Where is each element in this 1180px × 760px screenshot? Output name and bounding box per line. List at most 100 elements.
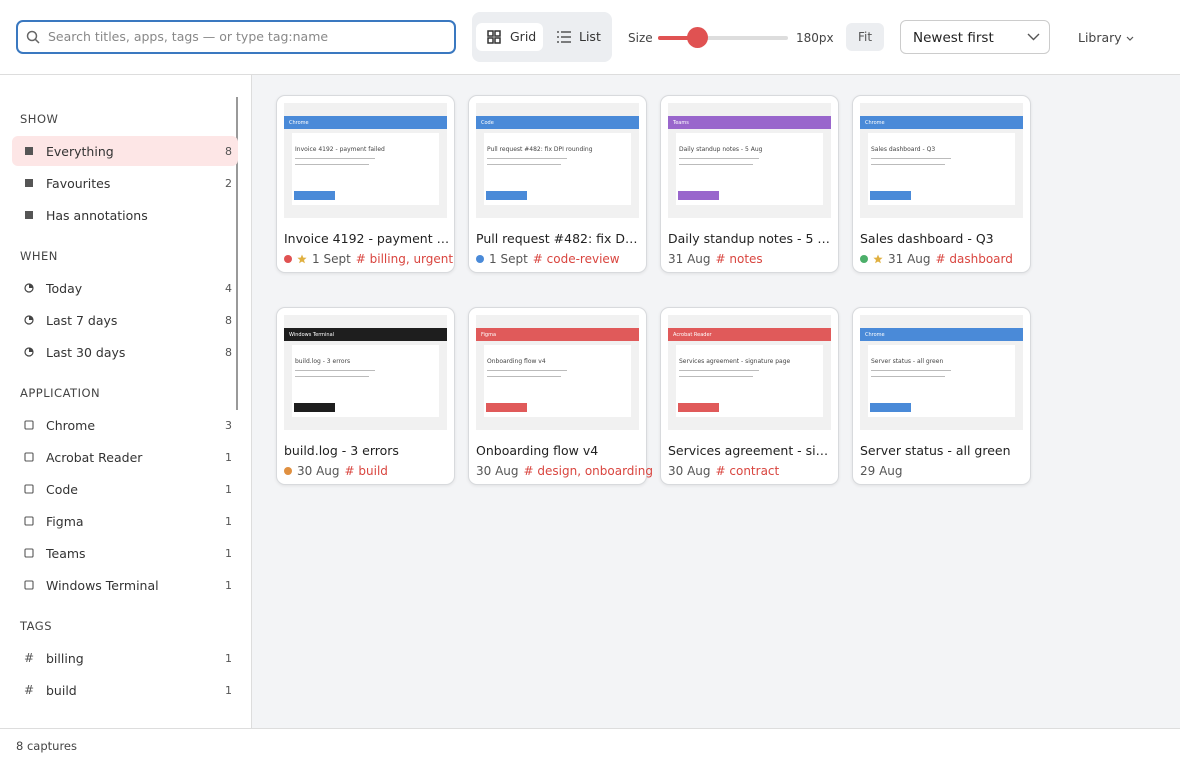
filter-item[interactable]: Acrobat Reader 1: [12, 442, 238, 472]
search-icon: [26, 30, 40, 44]
card-tags: # notes: [715, 252, 763, 266]
card-date: 30 Aug: [668, 464, 711, 478]
capture-card[interactable]: Figma Onboarding flow v4 Onboarding flow v…: [468, 307, 653, 485]
filter-item[interactable]: Windows Terminal 1: [12, 570, 238, 600]
thumb-heading: Server status - all green: [871, 358, 944, 365]
capture-card[interactable]: Acrobat Reader Services agreement - signa…: [660, 307, 839, 485]
grid-icon: [487, 30, 501, 44]
thumb-panel: build.log - 3 errors: [292, 345, 439, 417]
capture-card[interactable]: Teams Daily standup notes - 5 Aug Daily st…: [660, 95, 839, 273]
section-title: SHOW: [20, 112, 59, 126]
filter-item[interactable]: # billing 1: [12, 643, 238, 673]
library-menu[interactable]: Library: [1078, 30, 1134, 45]
filter-item[interactable]: Everything 8: [12, 136, 238, 166]
item-icon: [24, 548, 34, 558]
item-label: Everything: [46, 144, 114, 159]
thumb-line: [679, 370, 759, 371]
item-count: 1: [225, 579, 232, 592]
thumb-panel: Onboarding flow v4: [484, 345, 631, 417]
item-label: Today: [46, 281, 83, 296]
thumb-line: [679, 158, 759, 159]
status-bar: 8 captures: [0, 728, 1180, 760]
library-label: Library: [1078, 30, 1122, 45]
slider-fill: [658, 36, 698, 40]
section-title: APPLICATION: [20, 386, 101, 400]
item-count: 1: [225, 451, 232, 464]
filter-item[interactable]: # build 1: [12, 675, 238, 705]
thumb-line: [295, 370, 375, 371]
chevron: [1126, 36, 1134, 41]
thumb-line: [871, 376, 945, 377]
capture-card[interactable]: Code Pull request #482: fix DPI rounding P…: [468, 95, 647, 273]
item-icon: [24, 484, 34, 494]
card-date: 1 Sept: [489, 252, 528, 266]
grid-button[interactable]: Grid: [476, 23, 543, 51]
thumb-line: [679, 164, 753, 165]
filter-item[interactable]: Last 7 days 8: [12, 305, 238, 335]
sort-select[interactable]: Newest first: [900, 20, 1050, 54]
thumb-line: [295, 376, 369, 377]
item-icon: [24, 452, 34, 462]
filter-item[interactable]: Today 4: [12, 273, 238, 303]
fit-button[interactable]: Fit: [846, 23, 884, 51]
list-button[interactable]: List: [545, 23, 609, 51]
card-title: Onboarding flow v4: [476, 443, 599, 458]
filter-item[interactable]: Teams 1: [12, 538, 238, 568]
thumb-app-bar: Chrome: [860, 328, 1023, 341]
item-icon: [24, 580, 34, 590]
item-label: Last 7 days: [46, 313, 118, 328]
card-grid: Chrome Invoice 4192 - payment failed Invoi…: [252, 75, 1180, 728]
capture-card[interactable]: Chrome Invoice 4192 - payment failed Invoi…: [276, 95, 455, 273]
thumb-heading: Services agreement - signature page: [679, 358, 791, 365]
section-title: WHEN: [20, 249, 58, 263]
item-count: 8: [225, 314, 232, 327]
card-date: 31 Aug: [888, 252, 931, 266]
search-box[interactable]: Search titles, apps, tags — or type tag:…: [16, 20, 456, 54]
thumb-app-bar: Windows Terminal: [284, 328, 447, 341]
thumb-app-bar: Chrome: [860, 116, 1023, 129]
thumb-app-bar: Code: [476, 116, 639, 129]
filter-item[interactable]: Favourites 2: [12, 168, 238, 198]
thumb-button: [870, 191, 911, 200]
sidebar: SHOW Everything 8 Favourites 2 Has annotation…: [0, 75, 252, 728]
item-icon: [25, 179, 33, 187]
card-tags: # code-review: [532, 252, 620, 266]
thumb-heading: Pull request #482: fix DPI rounding: [487, 146, 593, 153]
sort-label: Newest first: [913, 30, 994, 46]
filter-item[interactable]: Has annotations: [12, 200, 238, 230]
capture-card[interactable]: Windows Terminal build.log - 3 errors buil…: [276, 307, 455, 485]
view-switch: Grid List: [472, 12, 612, 62]
item-label: Chrome: [46, 418, 96, 433]
capture-card[interactable]: Chrome Server status - all green Server st…: [852, 307, 1031, 485]
thumbnail: Chrome Sales dashboard - Q3: [860, 103, 1023, 218]
thumb-heading: Onboarding flow v4: [487, 358, 546, 365]
thumb-heading: Invoice 4192 - payment failed: [295, 146, 385, 153]
color-dot: [860, 255, 868, 263]
item-icon: [24, 347, 34, 357]
filter-item[interactable]: Last 30 days 8: [12, 337, 238, 367]
tag-icon: #: [24, 683, 35, 697]
filter-item[interactable]: Chrome 3: [12, 410, 238, 440]
filter-item[interactable]: Figma 1: [12, 506, 238, 536]
card-tags: # billing, urgent: [355, 252, 454, 266]
card-title: Services agreement - signature page: [668, 443, 834, 458]
thumb-panel: Sales dashboard - Q3: [868, 133, 1015, 205]
slider-knob[interactable]: [687, 27, 708, 48]
item-label: Figma: [46, 514, 84, 529]
thumb-button: [294, 191, 335, 200]
card-title: Pull request #482: fix DPI rounding: [476, 231, 642, 246]
card-tags: # build: [344, 464, 388, 478]
item-icon: [25, 211, 33, 219]
filter-item[interactable]: Code 1: [12, 474, 238, 504]
item-icon: [24, 516, 34, 526]
item-label: Has annotations: [46, 208, 148, 223]
list-icon: [557, 31, 571, 43]
toolbar: Search titles, apps, tags — or type tag:…: [0, 0, 1180, 75]
size-label: Size: [628, 31, 653, 45]
thumb-heading: Daily standup notes - 5 Aug: [679, 146, 763, 153]
item-count: 4: [225, 282, 232, 295]
item-count: 1: [225, 547, 232, 560]
card-date: 29 Aug: [860, 464, 903, 478]
capture-card[interactable]: Chrome Sales dashboard - Q3 Sales dashboar…: [852, 95, 1031, 273]
